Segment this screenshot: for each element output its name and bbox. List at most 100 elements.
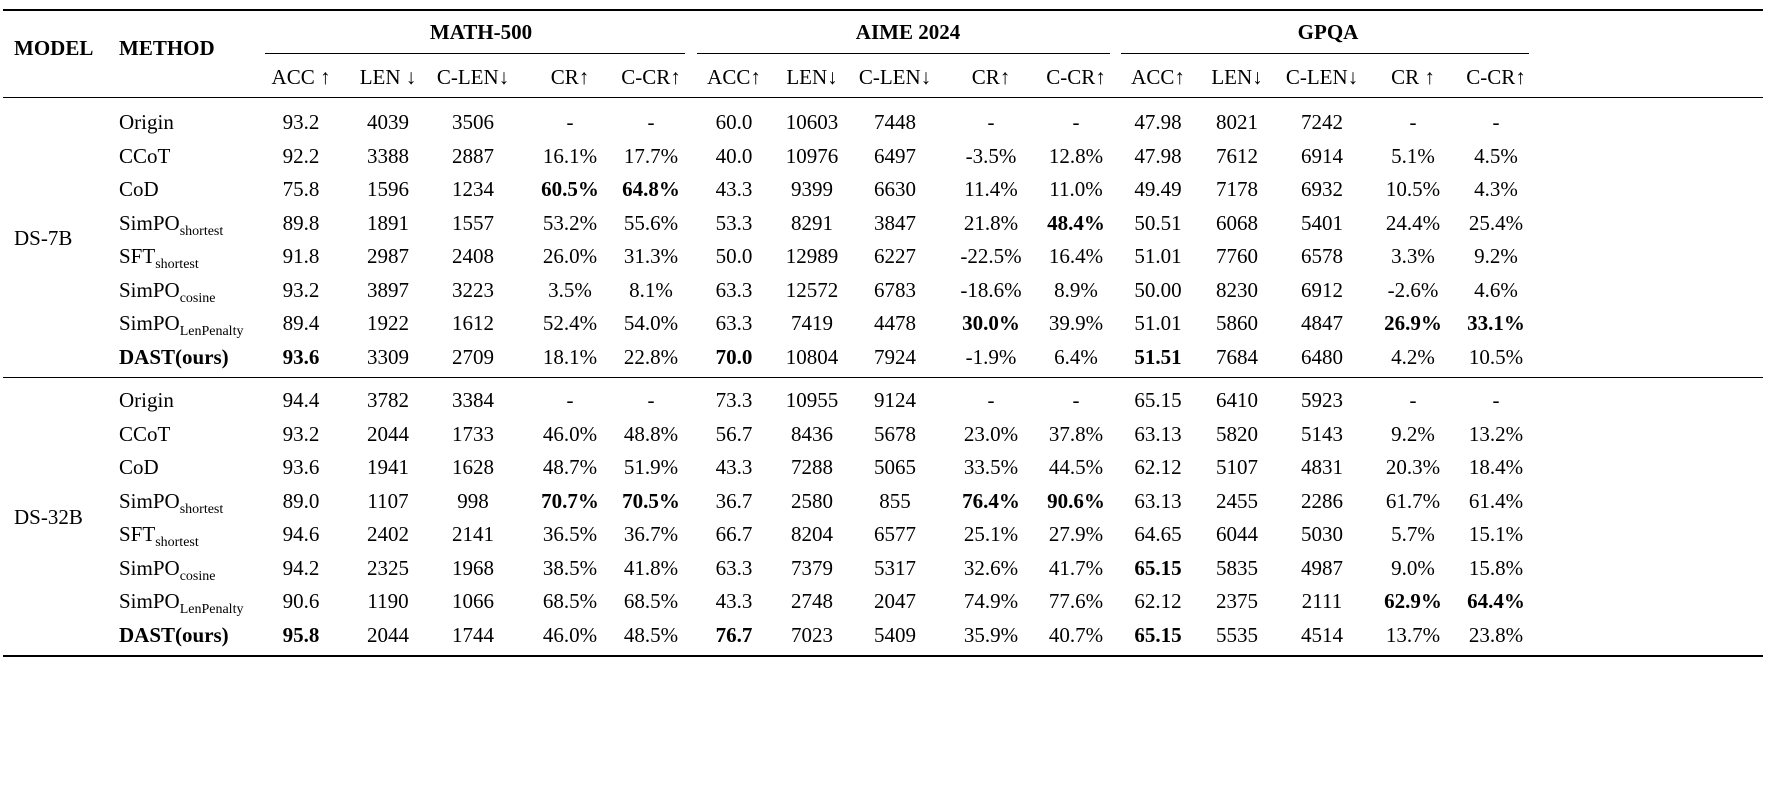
table-cell: 8230 xyxy=(1216,278,1258,302)
table-cell: - xyxy=(1409,388,1417,412)
table-cell: 18.4% xyxy=(1468,455,1524,479)
table-cell: 17.7% xyxy=(623,144,679,168)
subcolumn-header: LEN↓ xyxy=(1211,65,1263,89)
table-cell: 51.01 xyxy=(1134,244,1182,268)
table-cell: 89.4 xyxy=(282,311,320,335)
table-cell: 70.5% xyxy=(622,489,680,513)
top-rule xyxy=(3,9,1763,11)
group-underline-gpqa xyxy=(1121,53,1529,54)
table-cell: 63.13 xyxy=(1134,489,1182,513)
table-cell: 62.12 xyxy=(1134,455,1182,479)
table-cell: 41.8% xyxy=(623,556,679,580)
table-cell: 7178 xyxy=(1216,177,1258,201)
table-cell: 2111 xyxy=(1301,589,1343,613)
table-cell: 89.8 xyxy=(282,211,320,235)
table-cell: 6.4% xyxy=(1054,345,1098,369)
table-cell: - xyxy=(1409,110,1417,134)
group-header-gpqa: GPQA xyxy=(1297,20,1359,44)
table-cell: - xyxy=(987,388,995,412)
method-name: CoD xyxy=(119,455,159,479)
table-cell: 6068 xyxy=(1216,211,1258,235)
table-cell: 4514 xyxy=(1301,623,1343,647)
table-cell: 94.6 xyxy=(282,522,320,546)
table-cell: 6227 xyxy=(874,244,916,268)
method-subscript: LenPenalty xyxy=(179,602,244,617)
table-cell: 6480 xyxy=(1301,345,1343,369)
table-cell: 6578 xyxy=(1301,244,1343,268)
method-subscript: cosine xyxy=(179,291,216,306)
table-cell: 70.0 xyxy=(715,345,753,369)
table-cell: 32.6% xyxy=(963,556,1019,580)
table-cell: 5143 xyxy=(1301,422,1343,446)
table-cell: 5923 xyxy=(1301,388,1343,412)
table-cell: 61.7% xyxy=(1385,489,1441,513)
table-cell: 5409 xyxy=(874,623,916,647)
table-cell: 36.5% xyxy=(542,522,598,546)
table-cell: 10603 xyxy=(785,110,839,134)
method-name: SimPOcosine xyxy=(119,556,216,584)
table-cell: 5317 xyxy=(874,556,916,580)
table-cell: 48.7% xyxy=(542,455,598,479)
table-cell: 2141 xyxy=(452,522,494,546)
table-cell: - xyxy=(647,388,655,412)
table-cell: 3.5% xyxy=(548,278,592,302)
table-cell: 91.8 xyxy=(282,244,320,268)
table-cell: 4.2% xyxy=(1391,345,1435,369)
table-cell: 5860 xyxy=(1216,311,1258,335)
method-name: CoD xyxy=(119,177,159,201)
table-cell: 16.1% xyxy=(542,144,598,168)
table-cell: 1628 xyxy=(452,455,494,479)
table-cell: 3897 xyxy=(367,278,409,302)
method-header: METHOD xyxy=(119,36,215,60)
table-cell: 11.0% xyxy=(1049,177,1103,201)
subcolumn-header: LEN↓ xyxy=(786,65,838,89)
table-cell: 8.1% xyxy=(629,278,673,302)
table-cell: 36.7 xyxy=(715,489,753,513)
table-cell: 8021 xyxy=(1216,110,1258,134)
table-cell: 2748 xyxy=(791,589,833,613)
table-cell: 2047 xyxy=(874,589,916,613)
table-cell: 64.8% xyxy=(622,177,680,201)
table-cell: 94.2 xyxy=(282,556,320,580)
method-name: CCoT xyxy=(119,144,171,168)
method-name: SimPOshortest xyxy=(119,211,224,239)
table-cell: 13.7% xyxy=(1385,623,1441,647)
table-cell: 35.9% xyxy=(963,623,1019,647)
table-cell: 2044 xyxy=(367,422,409,446)
table-cell: 6410 xyxy=(1216,388,1258,412)
table-cell: 92.2 xyxy=(282,144,320,168)
table-cell: 2044 xyxy=(367,623,409,647)
method-name: DAST(ours) xyxy=(119,623,229,647)
table-cell: 5107 xyxy=(1216,455,1258,479)
table-cell: 75.8 xyxy=(282,177,320,201)
table-cell: - xyxy=(1492,388,1500,412)
model-label: DS-32B xyxy=(14,505,83,529)
method-subscript: shortest xyxy=(155,257,199,272)
method-subscript: LenPenalty xyxy=(179,324,244,339)
table-cell: 7419 xyxy=(791,311,833,335)
table-cell: 4847 xyxy=(1301,311,1343,335)
table-cell: 93.6 xyxy=(282,345,320,369)
table-cell: 51.01 xyxy=(1134,311,1182,335)
table-cell: 10976 xyxy=(785,144,839,168)
table-cell: 76.7 xyxy=(715,623,753,647)
table-cell: 3223 xyxy=(452,278,494,302)
table-cell: - xyxy=(1072,388,1080,412)
table-cell: 43.3 xyxy=(715,455,753,479)
table-cell: 1190 xyxy=(367,589,409,613)
table-cell: 10955 xyxy=(785,388,839,412)
table-cell: 22.8% xyxy=(623,345,679,369)
group-underline-aime xyxy=(697,53,1110,54)
table-cell: 44.5% xyxy=(1048,455,1104,479)
table-cell: 15.8% xyxy=(1468,556,1524,580)
table-cell: 2375 xyxy=(1216,589,1258,613)
table-cell: 23.8% xyxy=(1468,623,1524,647)
table-cell: 9.2% xyxy=(1474,244,1518,268)
table-cell: 63.3 xyxy=(715,278,753,302)
table-cell: 5.7% xyxy=(1391,522,1435,546)
table-cell: 8204 xyxy=(791,522,833,546)
method-subscript: shortest xyxy=(155,535,199,550)
table-cell: 5401 xyxy=(1301,211,1343,235)
table-cell: 9.0% xyxy=(1391,556,1435,580)
table-cell: 65.15 xyxy=(1134,388,1182,412)
